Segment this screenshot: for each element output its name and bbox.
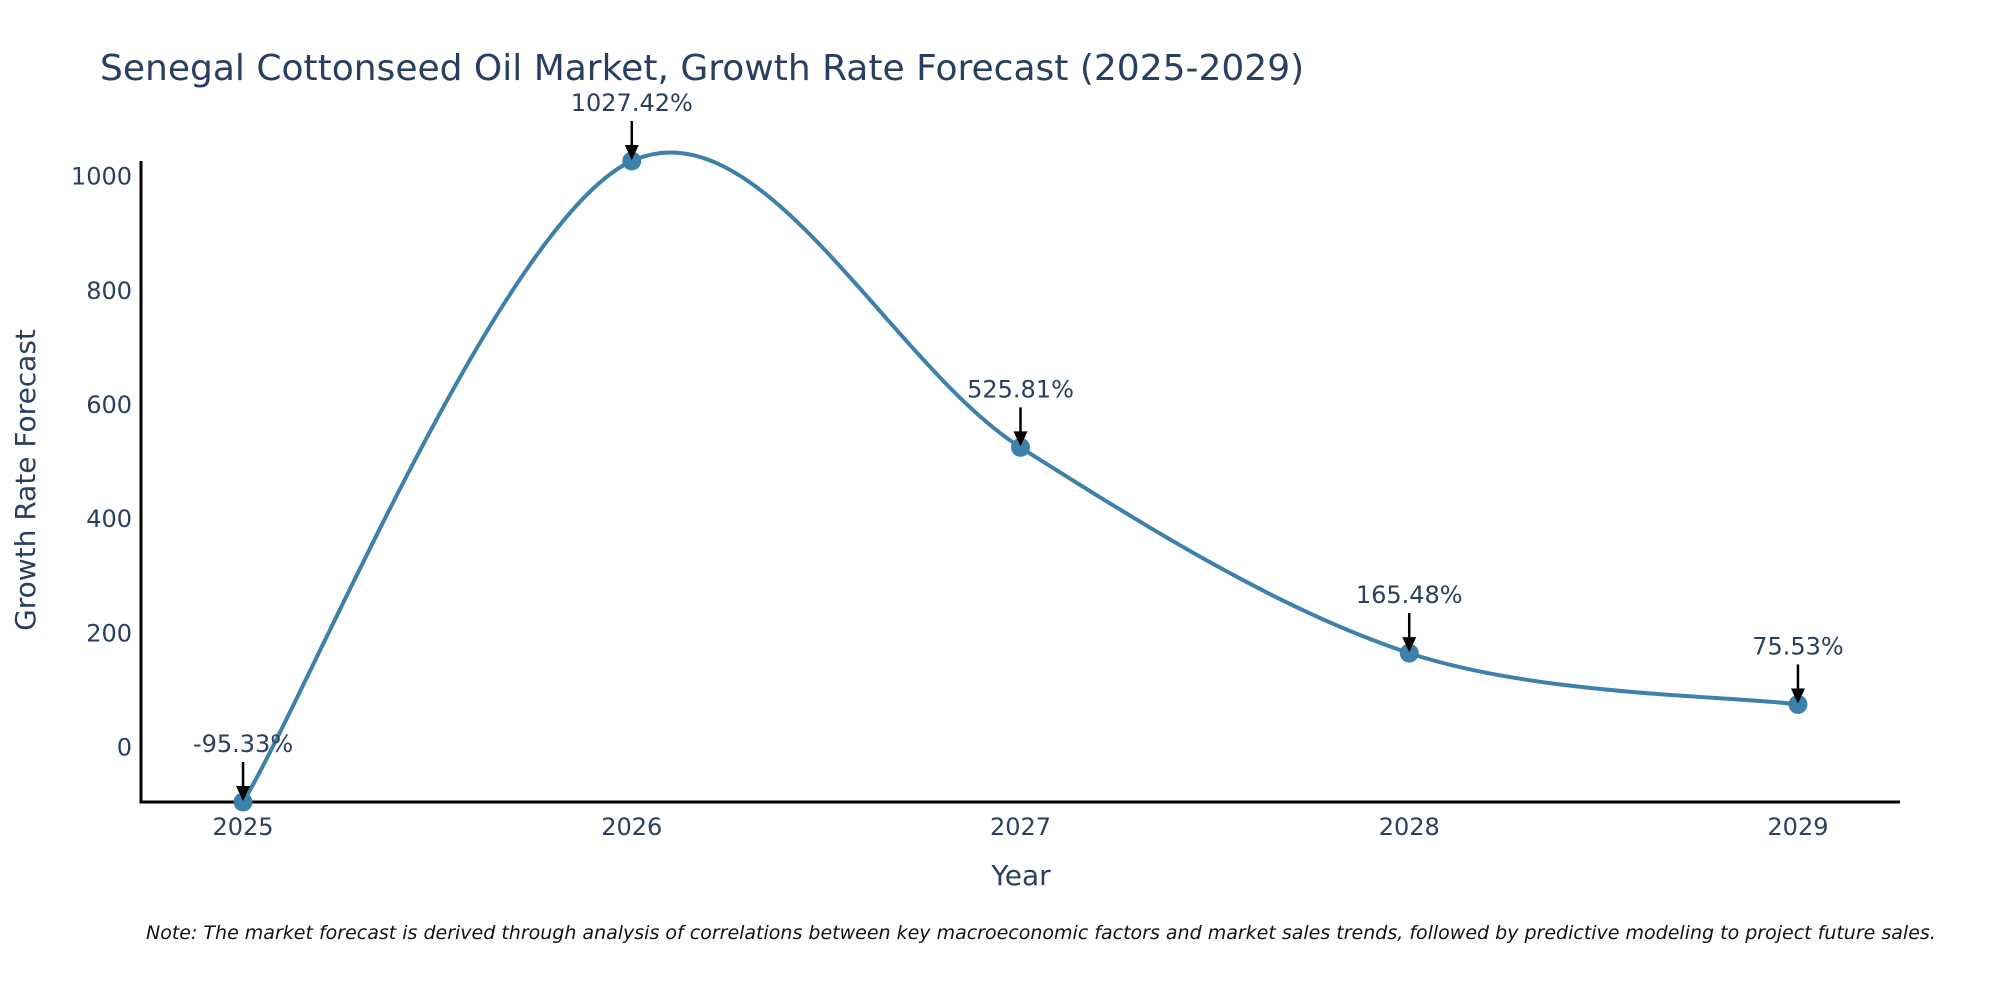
x-tick-label: 2025 [213,813,274,841]
y-tick-label: 1000 [71,163,132,191]
y-axis-ticks: 0 200 400 600 800 1000 [71,163,132,762]
x-axis-ticks: 2025 2026 2027 2028 2029 [213,813,1829,841]
growth-rate-line [241,150,1799,804]
data-point-2028 [1399,643,1419,663]
data-point-2026 [622,151,642,171]
data-label: 165.48% [1356,581,1463,609]
annotation-2028: 165.48% [1356,581,1463,653]
y-tick-label: 0 [117,734,132,762]
y-tick-label: 800 [86,277,132,305]
data-markers [233,151,1808,812]
data-annotations: -95.33% 1027.42% 525.81% 165.48% 75.53% [193,89,1844,801]
data-label: 75.53% [1752,632,1844,660]
data-label: -95.33% [193,730,293,758]
data-label: 525.81% [967,375,1074,403]
x-tick-label: 2026 [601,813,662,841]
annotation-arrow-head [236,786,251,801]
data-point-2025 [233,792,253,812]
y-tick-label: 400 [86,505,132,533]
data-label: 1027.42% [571,89,693,117]
y-tick-label: 600 [86,391,132,419]
annotation-2029: 75.53% [1752,632,1844,704]
annotation-arrow-head [624,145,639,160]
footnote: Note: The market forecast is derived thr… [146,922,1936,944]
y-axis-title: Growth Rate Forecast [9,329,42,631]
annotation-2025: -95.33% [193,730,293,801]
x-axis-title: Year [990,859,1051,892]
annotation-arrow-head [1013,431,1028,447]
chart-title: Senegal Cottonseed Oil Market, Growth Ra… [100,48,1304,89]
y-tick-label: 200 [86,619,132,647]
annotation-arrow-head [1790,688,1805,704]
annotation-2027: 525.81% [967,375,1074,447]
annotation-arrow-head [1402,637,1417,653]
data-point-2029 [1788,694,1808,714]
annotation-2026: 1027.42% [571,89,693,160]
x-tick-label: 2029 [1767,813,1828,841]
x-tick-label: 2027 [990,813,1051,841]
data-point-2027 [1011,437,1030,457]
x-tick-label: 2028 [1379,813,1440,841]
